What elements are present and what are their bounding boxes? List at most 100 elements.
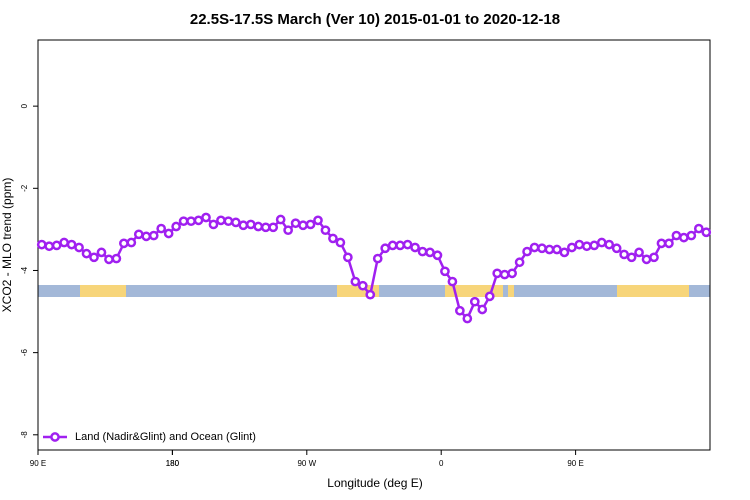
data-point <box>320 225 331 236</box>
data-point <box>111 253 122 264</box>
data-point <box>275 214 286 225</box>
data-point <box>119 238 129 249</box>
x-axis-label: Longitude (deg E) <box>327 476 422 490</box>
data-point <box>59 237 69 248</box>
data-point <box>66 239 77 250</box>
data-point <box>611 243 622 254</box>
data-point <box>89 252 99 263</box>
data-point <box>231 217 241 228</box>
data-point <box>656 238 667 249</box>
data-point <box>380 243 391 254</box>
y-axis-label: XCO2 - MLO trend (ppm) <box>0 178 14 313</box>
data-point <box>641 254 652 265</box>
data-point <box>283 225 293 236</box>
data-point <box>402 239 413 250</box>
data-point <box>193 215 204 226</box>
data-point <box>171 221 181 232</box>
data-point <box>693 223 704 234</box>
data-point <box>126 237 137 248</box>
data-point <box>567 242 577 253</box>
data-point <box>51 240 62 251</box>
data-point <box>559 247 570 258</box>
data-point <box>477 304 488 315</box>
data-point <box>395 240 405 251</box>
data-point <box>290 218 301 229</box>
data-point <box>581 241 592 252</box>
data-point <box>432 250 443 261</box>
data-point <box>522 246 532 257</box>
data-point <box>619 249 629 260</box>
data-point <box>357 280 368 291</box>
data-point <box>440 266 450 277</box>
data-point <box>44 241 55 252</box>
data-point <box>81 248 92 259</box>
data-point <box>447 276 458 287</box>
y-tick-label: 0 <box>20 103 29 108</box>
data-point <box>596 237 607 248</box>
land-band <box>617 285 689 297</box>
data-point <box>462 313 473 324</box>
land-band <box>508 285 514 297</box>
data-point <box>156 223 167 234</box>
data-point <box>604 239 615 250</box>
x-tick-label: 90 E <box>30 459 46 468</box>
data-point <box>253 221 264 232</box>
y-tick-label: -8 <box>20 431 29 439</box>
data-point <box>36 239 47 250</box>
data-point <box>649 252 659 263</box>
legend-label: Land (Nadir&Glint) and Ocean (Glint) <box>75 431 256 443</box>
data-point <box>529 242 540 253</box>
data-point <box>350 276 361 287</box>
data-point <box>701 227 712 238</box>
data-point <box>679 232 689 243</box>
data-point <box>148 230 159 241</box>
data-point <box>574 239 585 250</box>
data-point <box>133 229 144 240</box>
x-tick-label: 0 <box>439 459 444 468</box>
x-tick-label: 180 <box>166 459 180 468</box>
x-tick-label: 90 W <box>297 459 316 468</box>
data-point <box>335 237 346 248</box>
y-tick-label: -2 <box>20 184 29 192</box>
data-point <box>268 222 279 233</box>
data-point <box>74 242 84 253</box>
data-point <box>484 291 495 302</box>
data-point <box>552 244 562 255</box>
data-point <box>104 254 114 265</box>
data-point <box>260 222 271 233</box>
data-point <box>664 238 674 249</box>
data-point <box>298 220 308 231</box>
data-point <box>178 216 189 227</box>
data-point <box>499 269 510 280</box>
data-point <box>544 244 555 255</box>
data-point <box>387 240 398 251</box>
y-tick-label: -4 <box>20 266 29 274</box>
data-point <box>216 215 226 226</box>
data-point <box>328 233 338 244</box>
data-point <box>245 219 256 230</box>
data-point <box>514 257 525 268</box>
data-point <box>305 219 316 230</box>
data-point <box>141 231 152 242</box>
data-point <box>469 296 480 307</box>
data-point <box>186 216 196 227</box>
data-point <box>238 220 249 231</box>
data-point <box>163 228 174 239</box>
x-tick-label: 90 E <box>567 459 583 468</box>
data-point <box>455 305 465 316</box>
data-point <box>626 252 637 263</box>
data-point <box>223 216 234 227</box>
data-point <box>507 268 517 279</box>
data-point <box>343 252 353 263</box>
x-tick-label: 180 <box>166 459 180 468</box>
data-point <box>671 230 682 241</box>
data-point <box>634 247 644 258</box>
surface-band <box>38 285 710 297</box>
data-point <box>686 230 697 241</box>
data-point <box>589 240 600 251</box>
chart-title: 22.5S-17.5S March (Ver 10) 2015-01-01 to… <box>190 11 560 28</box>
data-point <box>537 243 547 254</box>
data-point <box>208 219 219 230</box>
data-point <box>96 247 107 258</box>
